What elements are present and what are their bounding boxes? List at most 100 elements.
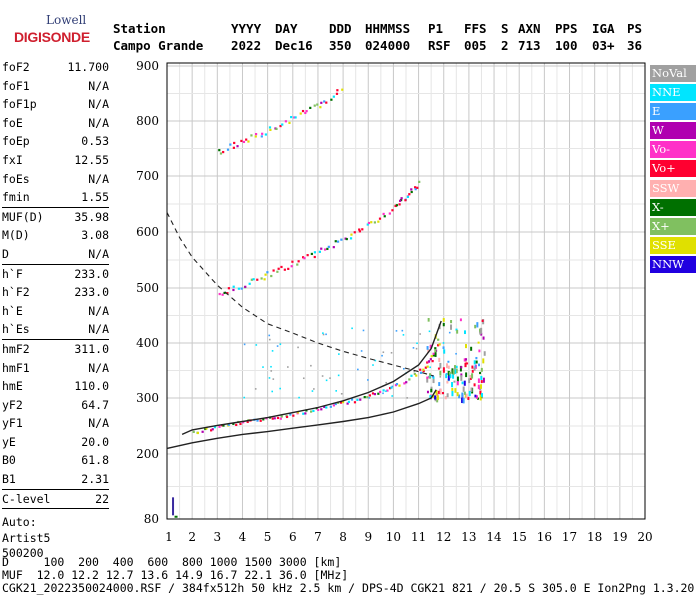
echo-point: [221, 293, 224, 296]
param-value: 1.55: [81, 190, 109, 205]
echo-point: [322, 332, 324, 334]
header-value-iga: 03+: [592, 38, 615, 53]
echo-point: [469, 374, 472, 378]
echo-point: [382, 392, 384, 395]
echo-point: [283, 268, 286, 271]
header-label-s: S: [501, 21, 509, 36]
echo-point: [310, 252, 313, 256]
x-tick-label: 18: [587, 530, 602, 544]
param-row-ye: yE 20.0: [2, 433, 109, 452]
y-tick-label: 200: [136, 447, 159, 461]
echo-point: [383, 215, 386, 218]
echo-point: [466, 362, 469, 365]
echo-point: [416, 186, 419, 189]
echo-point: [439, 362, 442, 369]
echo-point: [479, 371, 482, 375]
echo-point: [391, 385, 394, 388]
header-value-yyyy: 2022: [231, 38, 262, 53]
param-row-b0: B0 61.8: [2, 451, 109, 470]
echo-point: [382, 389, 385, 392]
echo-point: [414, 186, 417, 189]
echo-point: [248, 282, 251, 285]
echo-point: [474, 365, 477, 368]
echo-point: [377, 220, 380, 223]
param-row-b1: B1 2.31: [2, 470, 109, 489]
param-label: MUF(D): [2, 209, 44, 224]
echo-point: [459, 365, 462, 372]
echo-point: [336, 89, 339, 92]
echo-point: [371, 392, 375, 395]
echo-point: [424, 366, 427, 369]
param-label: fxI: [2, 152, 23, 167]
echo-point: [462, 397, 465, 404]
echo-point: [275, 127, 278, 131]
echo-point: [447, 360, 450, 363]
param-row-foes: foEs N/A: [2, 170, 109, 189]
param-value: 3.08: [81, 228, 109, 243]
echo-point: [305, 110, 308, 113]
echo-point: [268, 338, 271, 341]
profile-curve: [181, 320, 442, 436]
echo-point: [394, 204, 397, 208]
echo-point: [382, 351, 385, 354]
param-label: h`E: [2, 303, 23, 318]
legend-item-nnw: NNW: [650, 255, 696, 273]
echo-point: [232, 285, 235, 288]
echo-point: [395, 382, 399, 386]
echo-point: [480, 367, 483, 372]
echo-point: [268, 334, 271, 337]
echo-point: [434, 347, 437, 350]
echo-point: [463, 380, 466, 386]
echo-point: [470, 387, 473, 392]
digisonde-logo: Lowell DIGISONDE: [4, 6, 102, 46]
echo-point: [239, 422, 242, 426]
echo-point: [346, 402, 349, 405]
echo-point: [481, 393, 484, 397]
echo-point: [284, 120, 287, 123]
echo-point: [323, 100, 326, 103]
echo-point: [427, 349, 430, 353]
echo-point: [437, 344, 440, 347]
legend-item-x: X+: [650, 217, 696, 235]
echo-point: [287, 267, 290, 270]
echo-point: [429, 395, 432, 400]
echo-point: [461, 392, 464, 398]
echo-point: [480, 380, 483, 383]
header-label-p1: P1: [428, 21, 444, 36]
echo-point: [334, 240, 337, 243]
echo-point: [367, 221, 371, 225]
echo-point: [250, 134, 253, 137]
echo-point: [465, 393, 468, 398]
header-label-pps: PPS: [555, 21, 578, 36]
echo-point: [363, 395, 366, 399]
echo-point: [437, 338, 440, 341]
x-tick-label: 13: [461, 530, 476, 544]
x-tick-label: 19: [612, 530, 627, 544]
echo-point: [218, 149, 221, 152]
header-value-station: Campo Grande: [113, 38, 204, 53]
echo-point: [332, 95, 335, 98]
echo-point: [454, 388, 457, 393]
echo-point: [452, 369, 455, 375]
echo-point: [269, 128, 272, 132]
echo-point: [271, 417, 274, 420]
echo-point: [325, 379, 328, 382]
header-label-station: Station: [113, 21, 166, 36]
legend-item-vo: Vo-: [650, 141, 696, 159]
echo-point: [374, 359, 377, 362]
echo-point: [442, 342, 445, 344]
echo-point: [469, 377, 472, 380]
param-value: 233.0: [74, 285, 109, 300]
echo-point: [302, 412, 305, 415]
echo-point: [219, 152, 223, 155]
echo-point: [432, 378, 435, 384]
echo-point: [316, 103, 319, 106]
echo-point: [477, 378, 480, 383]
echo-point: [279, 387, 281, 390]
echo-point: [460, 373, 463, 377]
echo-point: [271, 390, 274, 393]
echo-point: [473, 367, 476, 371]
echo-point: [451, 368, 454, 374]
echo-point: [447, 365, 450, 369]
echo-point: [294, 116, 297, 119]
